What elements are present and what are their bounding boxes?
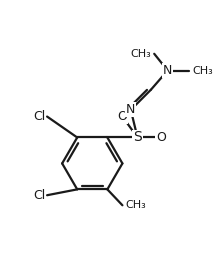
Text: Cl: Cl (33, 110, 45, 123)
Text: S: S (133, 131, 142, 145)
Text: CH₃: CH₃ (126, 200, 146, 210)
Text: O: O (156, 131, 166, 144)
Text: N: N (126, 103, 135, 116)
Text: N: N (163, 64, 172, 77)
Text: O: O (118, 110, 127, 123)
Text: CH₃: CH₃ (193, 66, 213, 75)
Text: Cl: Cl (33, 189, 45, 202)
Text: CH₃: CH₃ (130, 49, 151, 59)
